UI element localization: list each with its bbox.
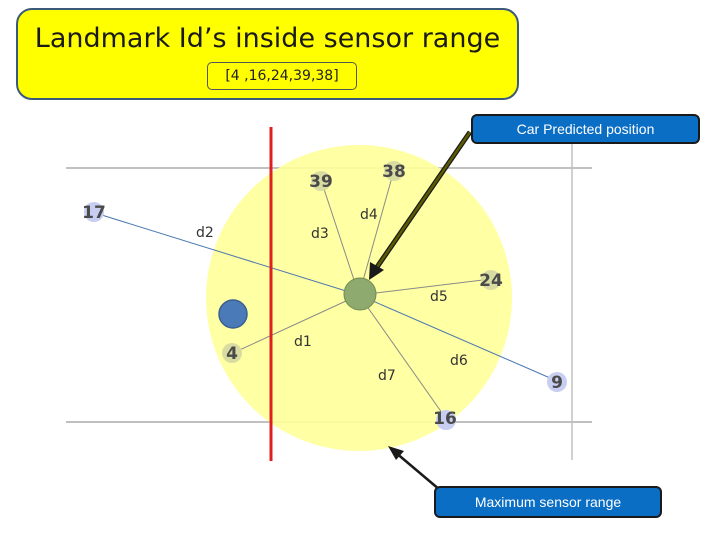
landmark-38: 38 — [382, 161, 406, 182]
line-d4 — [358, 169, 395, 296]
landmark-label: 4 — [226, 344, 238, 364]
page-title: Landmark Id’s inside sensor range — [34, 23, 501, 54]
landmark-16: 16 — [433, 409, 457, 430]
arrow-to-sensor-range — [388, 446, 441, 491]
landmark-39: 39 — [309, 171, 333, 192]
distance-label-d6: d6 — [450, 353, 468, 369]
landmark-label: 38 — [382, 162, 406, 182]
line-d3 — [320, 179, 360, 296]
callout-sensor-range: Maximum sensor range — [434, 486, 662, 518]
distance-label-d4: d4 — [360, 207, 378, 223]
distance-label-d1: d1 — [294, 334, 312, 350]
landmark-24: 24 — [479, 270, 503, 291]
landmark-17: 17 — [82, 202, 106, 223]
distance-label-d7: d7 — [378, 368, 396, 384]
distance-label-d3: d3 — [311, 226, 329, 242]
line-d6 — [358, 294, 558, 382]
car-predicted-position — [343, 277, 377, 311]
distance-label-d5: d5 — [430, 289, 448, 305]
landmark-label: 16 — [433, 409, 457, 429]
landmark-4: 4 — [222, 343, 242, 364]
distance-lines — [91, 169, 558, 421]
blue-marker — [218, 299, 248, 329]
distance-label-d2: d2 — [196, 225, 214, 241]
landmark-label: 39 — [309, 172, 333, 192]
landmark-label: 17 — [82, 203, 106, 223]
landmark-label: 24 — [479, 271, 503, 291]
line-d5 — [358, 278, 492, 296]
landmark-label: 9 — [551, 373, 563, 393]
line-d1 — [232, 294, 360, 354]
arrow-to-car — [369, 130, 473, 280]
callout-car-position: Car Predicted position — [471, 114, 700, 144]
title-box: Landmark Id’s inside sensor range — [16, 8, 519, 100]
line-d2 — [91, 211, 360, 296]
line-d7 — [358, 294, 448, 421]
landmark-ids-list: [4 ,16,24,39,38] — [207, 62, 357, 90]
landmark-9: 9 — [547, 372, 567, 393]
